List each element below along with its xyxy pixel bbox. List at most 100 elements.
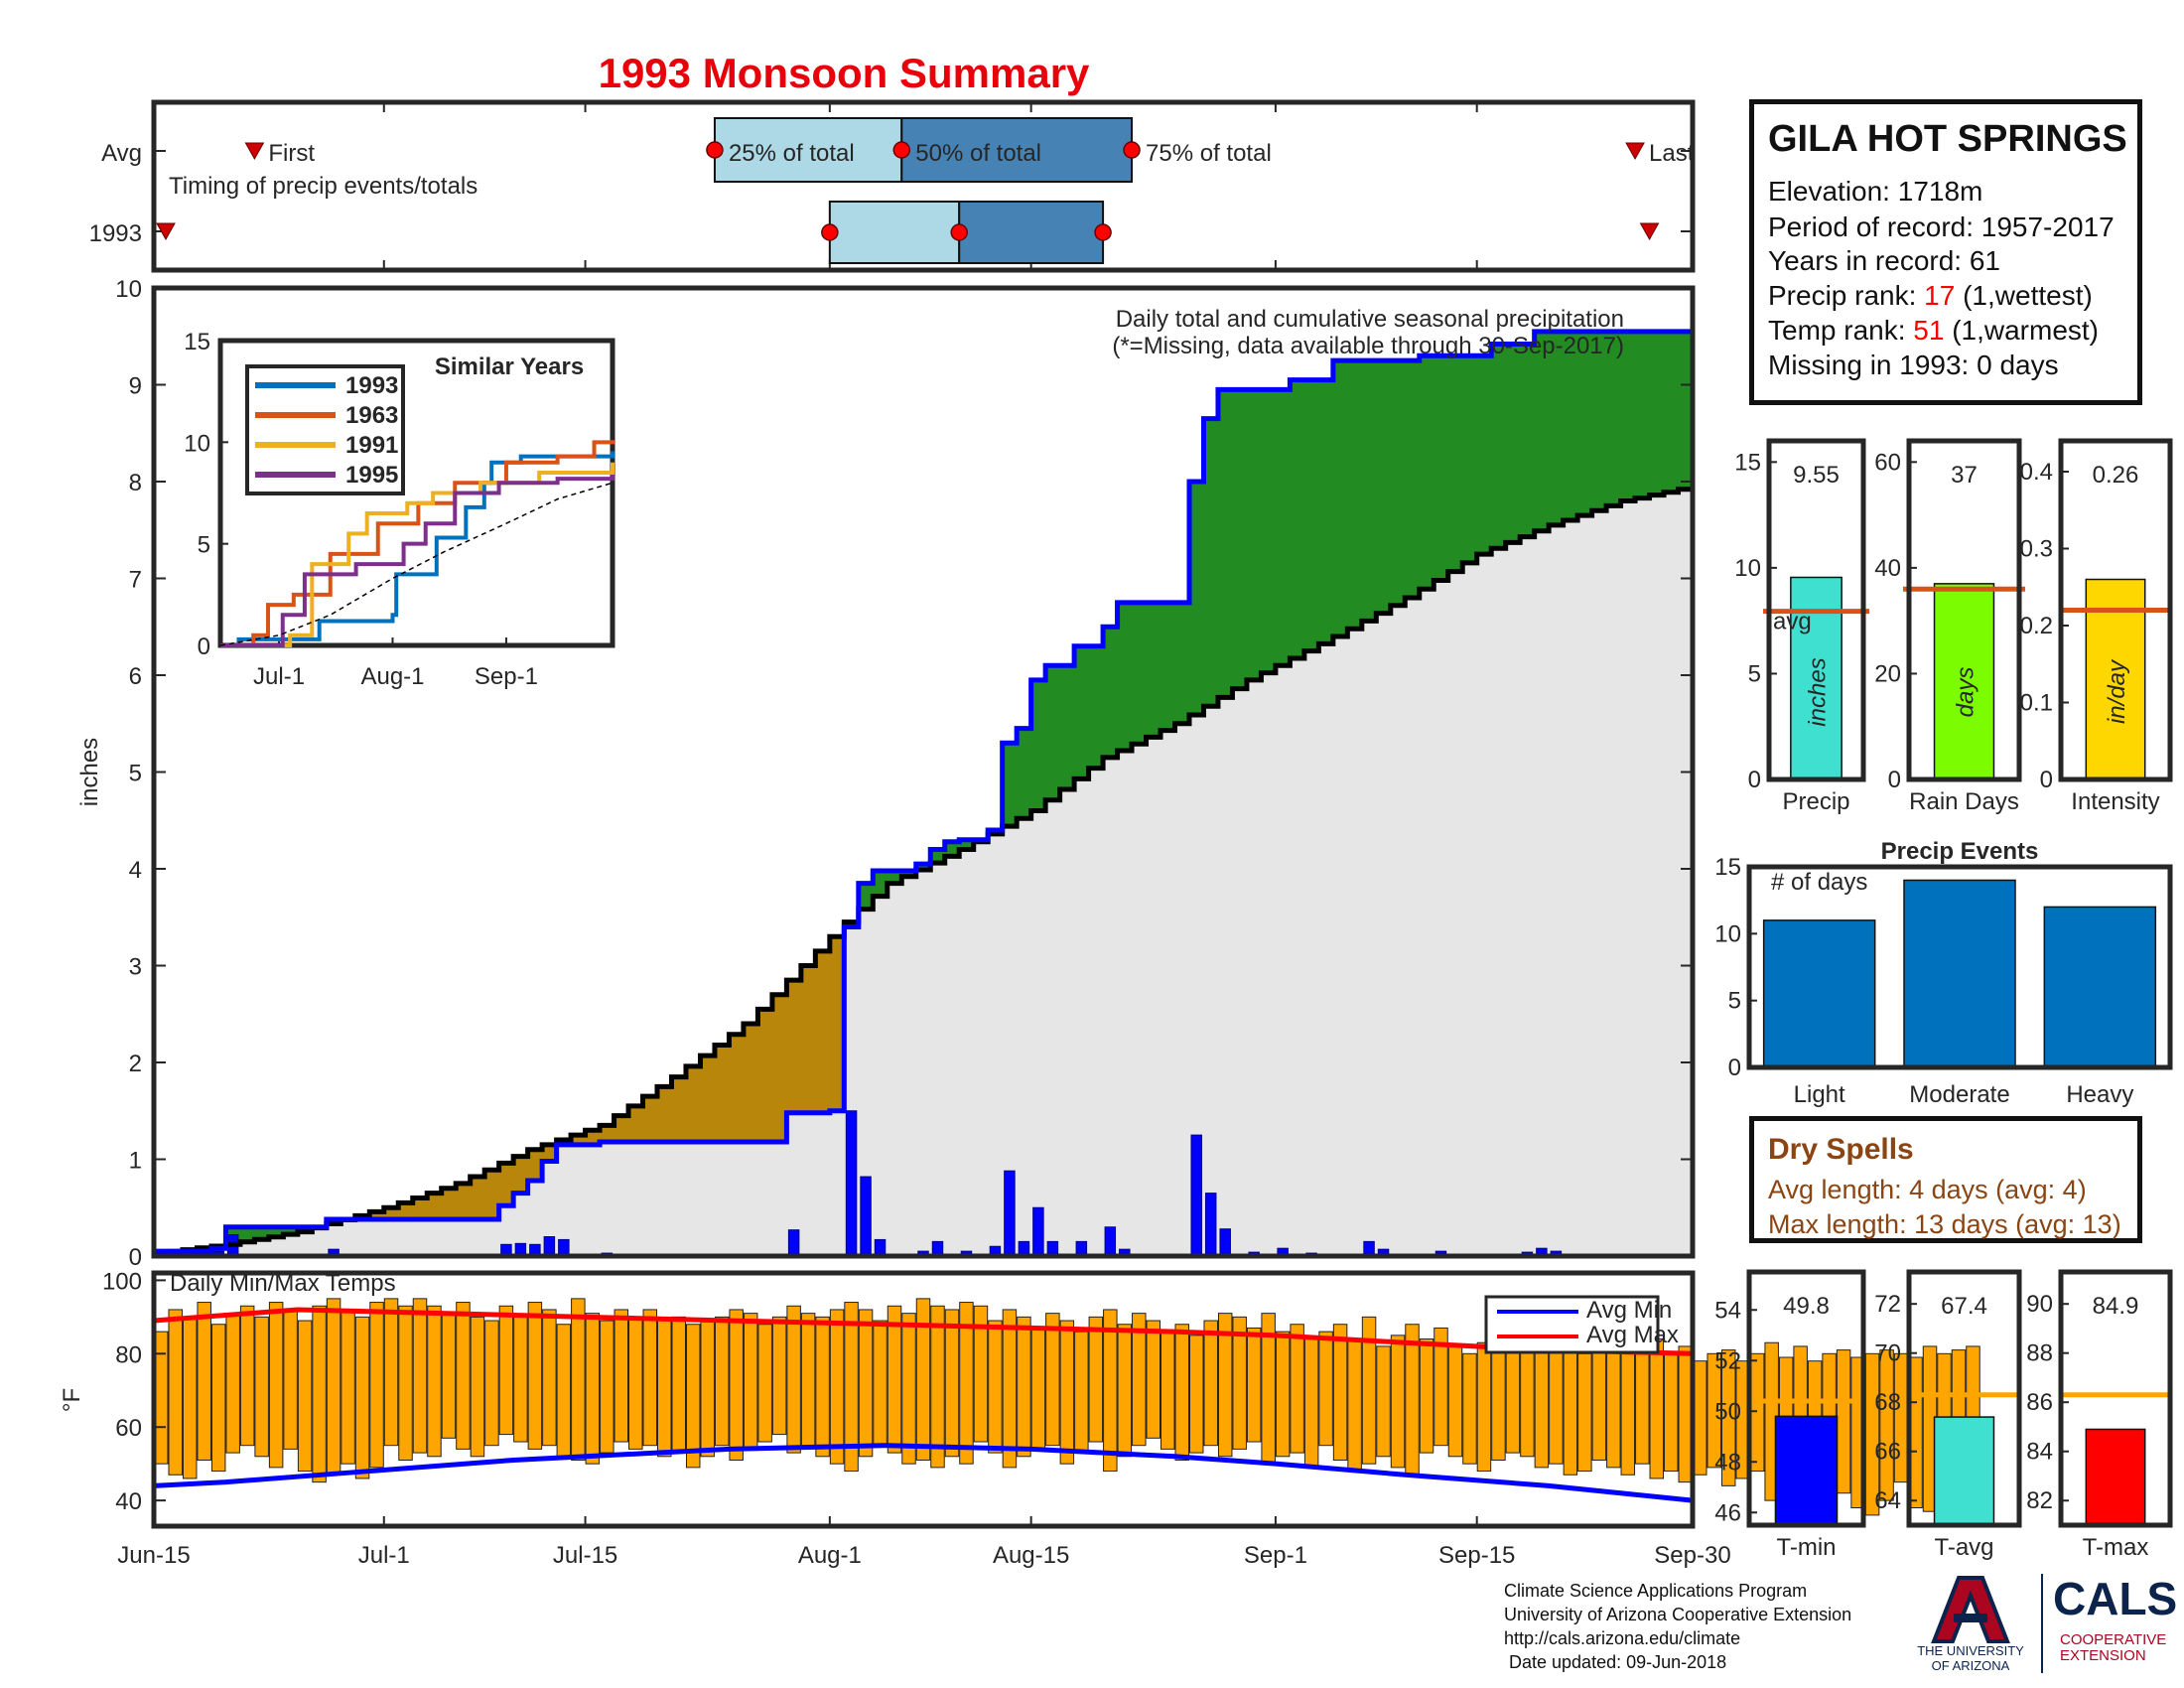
inset-series-1995 — [220, 475, 614, 647]
station-years: Years in record: 61 — [1768, 245, 2000, 276]
above-average-fill — [1664, 331, 1680, 492]
daily-temp-range-bar — [182, 1316, 198, 1479]
precip-events-category-label: Heavy — [2066, 1081, 2133, 1108]
daily-temp-range-bar — [1749, 1352, 1765, 1473]
t-avg-y-tick-label: 68 — [1874, 1389, 1901, 1416]
above-average-fill — [239, 1226, 256, 1242]
cumulative-base-fill — [556, 1144, 572, 1256]
date-axis-label: Jun-15 — [117, 1542, 190, 1569]
daily-temp-range-bar — [657, 1320, 672, 1458]
daily-temp-range-bar — [1462, 1352, 1477, 1465]
t-min-value-label: 49.8 — [1783, 1293, 1830, 1320]
daily-temp-range-bar — [427, 1305, 442, 1458]
daily-temp-range-bar — [771, 1316, 787, 1436]
below-average-fill — [585, 1130, 601, 1145]
cumulative-base-fill — [1376, 613, 1392, 1256]
cumulative-base-fill — [815, 1112, 831, 1256]
daily-temp-range-bar — [873, 1320, 887, 1447]
cumulative-base-fill — [484, 1218, 500, 1256]
cumulative-base-fill — [1045, 799, 1061, 1256]
below-average-fill — [427, 1193, 443, 1219]
cumulative-base-fill — [1088, 768, 1104, 1256]
daily-temp-range-bar — [815, 1316, 830, 1458]
intensity-bar-text: in/day — [2104, 658, 2130, 724]
cumulative-base-fill — [1534, 530, 1550, 1256]
inset-y-tick-label: 10 — [184, 430, 210, 457]
daily-temp-range-bar — [354, 1316, 370, 1479]
daily-temp-range-bar — [556, 1324, 572, 1458]
above-average-fill — [254, 1226, 270, 1240]
intensity-y-tick-label: 0.2 — [2020, 613, 2053, 639]
cumulative-base-fill — [1188, 714, 1205, 1256]
daily-temp-range-bar — [1275, 1331, 1291, 1458]
t-max-bar — [2085, 1428, 2146, 1526]
daily-temp-range-bar — [1693, 1360, 1707, 1476]
daily-temp-range-bar — [1045, 1313, 1060, 1447]
date-axis-label: Aug-1 — [798, 1542, 862, 1569]
cumulative-base-fill — [1620, 500, 1636, 1256]
below-average-fill — [829, 936, 845, 1111]
ua-logo-line-1: THE UNIVERSITY — [1917, 1643, 2024, 1658]
cumulative-base-fill — [1462, 562, 1478, 1256]
cumulative-base-fill — [1132, 744, 1148, 1256]
cumulative-base-fill — [513, 1193, 529, 1256]
above-average-fill — [1491, 344, 1507, 549]
footer-line-1: Climate Science Applications Program — [1504, 1581, 1808, 1601]
temp-y-tick-label: 100 — [102, 1268, 142, 1295]
t-max-y-tick-label: 82 — [2026, 1487, 2053, 1514]
below-average-fill — [815, 950, 831, 1113]
cumulative-base-fill — [771, 1141, 787, 1256]
above-average-fill — [1318, 379, 1334, 644]
inset-x-tick-label: Sep-1 — [475, 663, 538, 690]
cumulative-base-fill — [1419, 589, 1434, 1256]
daily-temp-range-bar — [1635, 1349, 1650, 1465]
daily-temp-range-bar — [1720, 1349, 1736, 1486]
precip-events-bar — [1762, 919, 1876, 1068]
above-average-fill — [1649, 331, 1665, 495]
y-tick-label: 8 — [129, 470, 142, 496]
below-average-fill — [628, 1105, 644, 1142]
t-avg-bar — [1933, 1416, 1995, 1526]
above-average-fill — [1534, 331, 1550, 531]
daily-temp-range-bar — [1290, 1324, 1304, 1454]
above-average-fill — [1117, 602, 1133, 752]
precip-events-annotation: # of days — [1771, 869, 1867, 896]
daily-temp-range-bar — [254, 1316, 269, 1458]
cumulative-base-fill — [268, 1236, 284, 1256]
date-axis-label: Jul-15 — [553, 1542, 617, 1569]
cumulative-base-fill — [858, 909, 874, 1256]
cumulative-base-fill — [369, 1218, 385, 1256]
box-25-50-year — [828, 201, 961, 264]
daily-temp-range-bar — [1419, 1338, 1434, 1454]
dry-spells-box: Dry Spells Avg length: 4 days (avg: 4) M… — [1749, 1116, 2142, 1243]
above-average-fill — [887, 870, 902, 884]
first-event-marker-year — [156, 222, 176, 241]
cumulative-base-fill — [1261, 672, 1277, 1256]
cumulative-base-fill — [873, 896, 888, 1256]
cumulative-base-fill — [1491, 548, 1507, 1256]
daily-temp-range-bar — [1447, 1345, 1463, 1458]
t-avg-y-tick-label: 70 — [1874, 1340, 1901, 1367]
daily-temp-range-bar — [168, 1309, 183, 1476]
t-max-y-tick-label: 88 — [2026, 1340, 2053, 1367]
cumulative-base-fill — [1017, 818, 1032, 1256]
y-tick-label: 4 — [129, 857, 142, 884]
above-average-fill — [1002, 743, 1018, 827]
daily-temp-range-bar — [1103, 1309, 1118, 1473]
cumulative-base-fill — [1203, 706, 1219, 1256]
daily-temp-range-bar — [542, 1309, 557, 1447]
station-period: Period of record: 1957-2017 — [1768, 211, 2115, 242]
station-info-box: GILA HOT SPRINGS Elevation: 1718m Period… — [1749, 99, 2142, 405]
above-average-fill — [1261, 389, 1277, 673]
daily-temp-range-bar — [470, 1316, 485, 1458]
daily-temp-range-bar — [642, 1309, 658, 1447]
footer-line-3: http://cals.arizona.edu/climate — [1504, 1628, 1741, 1648]
rain-days-y-tick-label: 0 — [1888, 767, 1901, 793]
above-average-fill — [268, 1226, 284, 1237]
daily-temp-range-bar — [1879, 1349, 1894, 1501]
intensity-frame — [2058, 438, 2173, 782]
above-average-fill — [283, 1226, 299, 1235]
temp-legend-box — [1484, 1295, 1660, 1354]
daily-temp-range-bar — [959, 1302, 974, 1465]
